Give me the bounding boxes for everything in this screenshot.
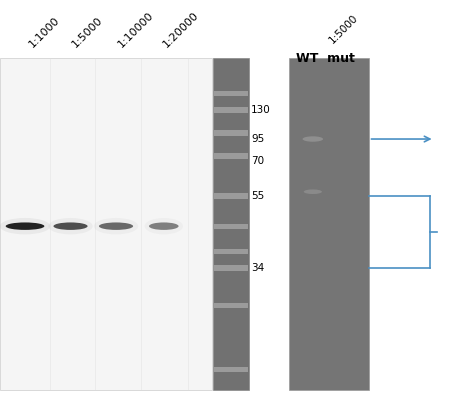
Bar [188,58,189,390]
Bar [214,193,248,199]
Bar [214,153,248,159]
Bar [214,91,248,96]
Ellipse shape [145,218,183,234]
Text: 1:5000: 1:5000 [71,15,105,50]
Bar [95,58,96,390]
Bar [214,303,248,308]
Ellipse shape [94,218,138,234]
Bar [214,130,248,136]
Bar [214,265,248,271]
Bar [214,367,248,372]
Text: 95: 95 [251,134,264,144]
Text: 70: 70 [251,156,264,166]
Bar [214,107,248,113]
Ellipse shape [99,222,133,230]
Bar [213,58,249,390]
Ellipse shape [149,222,178,230]
Text: 1:20000: 1:20000 [162,10,201,50]
Bar [214,224,248,229]
Ellipse shape [54,222,87,230]
Bar [50,58,51,390]
Bar [289,58,369,390]
Text: 130: 130 [251,105,271,115]
Ellipse shape [303,136,323,142]
Text: WT  mut: WT mut [296,52,355,65]
Bar [0,58,212,390]
Text: 55: 55 [251,191,264,201]
Text: 1:5000: 1:5000 [328,13,360,46]
Bar [214,249,248,254]
Text: 1:1000: 1:1000 [27,15,62,50]
Ellipse shape [48,218,93,234]
Ellipse shape [304,189,322,194]
Ellipse shape [0,218,50,234]
Text: 1:10000: 1:10000 [116,10,155,50]
Bar [141,58,142,390]
Text: 34: 34 [251,263,264,273]
Ellipse shape [5,222,45,230]
